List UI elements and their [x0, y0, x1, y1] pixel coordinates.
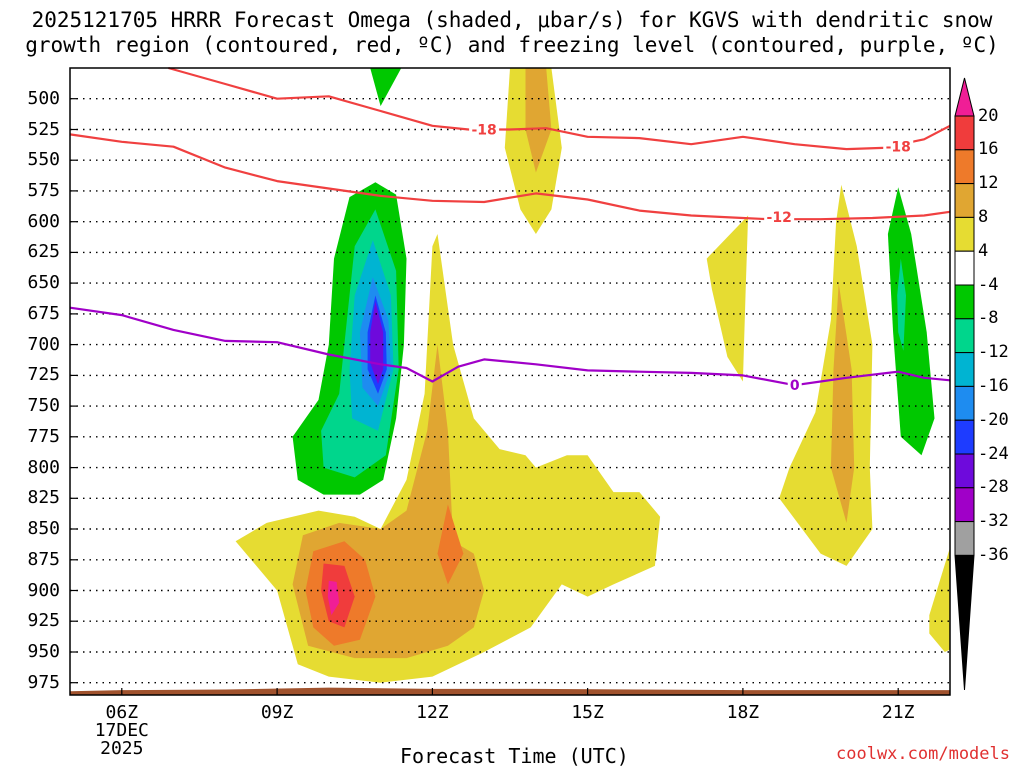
colorbar-label--8: -8 [978, 308, 999, 329]
x-tick-label-06Z: 06Z 17DEC 2025 [92, 704, 152, 758]
chart-title: 2025121705 HRRR Forecast Omega (shaded, … [0, 8, 1024, 58]
colorbar-band-8-to-12 [954, 183, 975, 218]
contour-freezing-level-0 [69, 306, 951, 387]
y-tick-label-625: 625 [27, 241, 60, 263]
y-tick-label-700: 700 [27, 333, 60, 355]
contour-dgz-minus-12 [69, 133, 951, 221]
x-tick-label-18Z: 18Z [713, 704, 773, 722]
watermark: coolwx.com/models [836, 744, 1010, 764]
x-axis-title: Forecast Time (UTC) [400, 744, 629, 768]
y-tick-label-750: 750 [27, 395, 60, 417]
colorbar-label-12: 12 [978, 173, 999, 194]
colorbar-label--32: -32 [978, 511, 1009, 532]
colorbar-band--28-to--24 [954, 453, 975, 489]
colorbar-band--16-to--12 [954, 352, 975, 387]
y-tick-label-675: 675 [27, 302, 60, 324]
colorbar-label--16: -16 [978, 375, 1009, 396]
x-tick-label-09Z: 09Z [247, 704, 307, 722]
colorbar-band--20-to--16 [954, 385, 975, 421]
colorbar-label--20: -20 [978, 409, 1009, 430]
contour-dgz-minus-18 [168, 66, 951, 151]
y-tick-label-575: 575 [27, 179, 60, 201]
contour-label-dgz-minus-18-0: -18 [471, 122, 496, 138]
omega-region-descent-right-8 [830, 283, 855, 523]
colorbar-label--12: -12 [978, 342, 1009, 363]
omega-region-descent-upper-core [525, 68, 552, 173]
x-tick-label-21Z: 21Z [868, 704, 928, 722]
plot-frame [69, 67, 951, 696]
colorbar-bottom-cap [954, 554, 975, 691]
colorbar-top-cap [954, 77, 975, 117]
omega-region-descent-right-4a [706, 215, 749, 382]
omega-region-descent-low-20 [327, 580, 340, 616]
y-tick-label-950: 950 [27, 641, 60, 662]
colorbar-label-20: 20 [978, 105, 999, 126]
contour-label-bg-dgz-minus-18-0 [469, 121, 500, 138]
colorbar-label--4: -4 [978, 274, 999, 295]
colorbar-label-4: 4 [978, 240, 989, 261]
grid-layer [70, 97, 950, 695]
contour-label-dgz-minus-18-1: -18 [886, 140, 911, 156]
omega-region-ascent-right-band [887, 187, 935, 456]
y-tick-label-525: 525 [27, 118, 60, 140]
colorbar [954, 77, 975, 691]
y-tick-label-900: 900 [27, 579, 60, 601]
x-tick-label-text: 09Z [260, 702, 294, 723]
contour-label-freezing-level-0-0: 0 [790, 378, 800, 394]
y-tick-label-875: 875 [27, 548, 60, 570]
x-tick-date-text: 2025 [100, 738, 144, 759]
colorbar-band-16-to-20 [954, 115, 975, 151]
contour-label-bg-freezing-level-0-0 [787, 377, 802, 394]
chart-title-line1: 2025121705 HRRR Forecast Omega (shaded, … [31, 8, 993, 32]
contour-label-bg-dgz-minus-12-0 [764, 208, 795, 225]
omega-region-descent-edge-4 [929, 547, 950, 652]
y-tick-label-725: 725 [27, 364, 60, 386]
colorbar-band--8-to--4 [954, 284, 975, 320]
omega-region-ascent-right-12 [897, 258, 906, 351]
colorbar-band--12-to--8 [954, 318, 975, 354]
contour-label-dgz-minus-12-0: -12 [767, 210, 792, 226]
x-tick-date-text: 17DEC [94, 720, 149, 741]
y-tick-label-500: 500 [27, 87, 60, 109]
omega-shading-layer [70, 68, 950, 695]
colorbar-label--24: -24 [978, 443, 1009, 464]
x-tick-label-text: 15Z [571, 702, 604, 723]
contour-label-bg-dgz-minus-18-1 [883, 138, 914, 155]
y-tick-label-650: 650 [27, 272, 60, 294]
colorbar-label-16: 16 [978, 139, 999, 160]
chart-title-line2: growth region (contoured, red, ºC) and f… [25, 33, 999, 57]
contour-layer: -18 -18 -12 0 [69, 66, 951, 394]
colorbar-band--36-to--32 [954, 521, 975, 556]
colorbar-label-8: 8 [978, 206, 989, 227]
y-tick-label-550: 550 [27, 149, 60, 171]
y-tick-label-775: 775 [27, 425, 60, 447]
y-tick-label-600: 600 [27, 210, 60, 232]
y-tick-label-975: 975 [27, 671, 60, 693]
colorbar-label--36: -36 [978, 544, 1009, 565]
omega-region-ascent-top-sliver [370, 68, 402, 107]
y-tick-label-850: 850 [27, 518, 60, 539]
colorbar-band--32-to--28 [954, 487, 975, 523]
colorbar-band-12-to-16 [954, 149, 975, 185]
x-tick-label-text: 21Z [881, 702, 915, 723]
colorbar-band--24-to--20 [954, 419, 975, 455]
terrain-strip [70, 687, 950, 695]
y-tick-label-800: 800 [27, 456, 60, 478]
x-tick-label-text: 18Z [726, 702, 760, 723]
y-tick-label-925: 925 [27, 610, 60, 632]
colorbar-band-4-to-8 [954, 216, 975, 252]
x-tick-label-12Z: 12Z [402, 704, 462, 722]
colorbar-label--28: -28 [978, 477, 1009, 498]
x-tick-label-15Z: 15Z [558, 704, 618, 722]
x-tick-label-text: 12Z [416, 702, 449, 723]
omega-region-descent-low-12b [437, 504, 464, 585]
colorbar-band--4-to-4 [954, 250, 975, 286]
y-tick-label-825: 825 [27, 487, 60, 509]
x-tick-label-text: 06Z [105, 702, 139, 723]
